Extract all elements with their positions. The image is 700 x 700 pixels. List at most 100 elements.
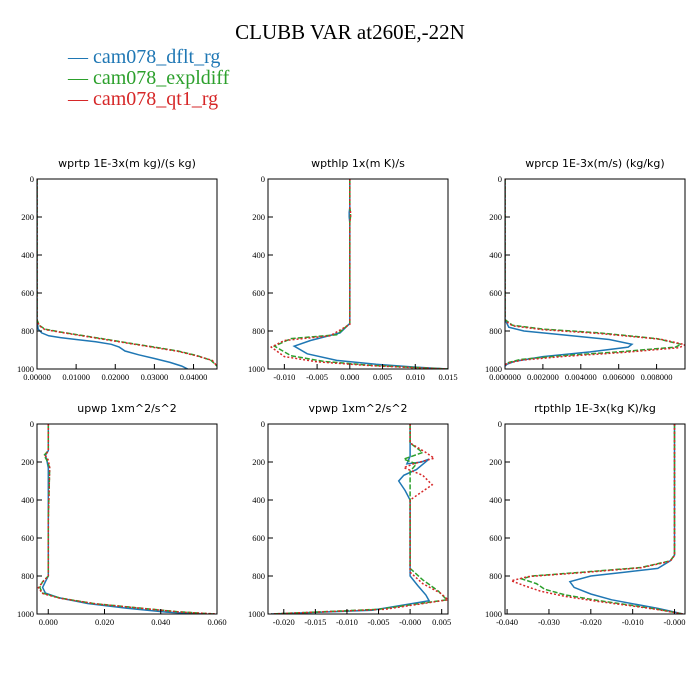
legend-item-expldiff: — cam078_expldiff <box>68 67 229 90</box>
x-tick-label: -0.030 <box>538 617 560 627</box>
legend-item-dflt: — cam078_dflt_rg <box>68 46 220 69</box>
legend-swatch-qt1: — <box>68 88 93 110</box>
y-tick-label: 0 <box>30 174 34 184</box>
x-tick-label: -0.020 <box>580 617 602 627</box>
y-tick-label: 400 <box>21 250 34 260</box>
y-tick-label: 0 <box>498 174 502 184</box>
legend-label-qt1: cam078_qt1_rg <box>93 88 219 110</box>
y-tick-label: 600 <box>489 533 502 543</box>
series-line-qt1 <box>37 179 217 367</box>
x-tick-label: -0.015 <box>304 617 326 627</box>
series-group <box>269 179 448 369</box>
series-line-expldiff <box>271 424 448 614</box>
panel-title: rtpthlp 1E-3x(kg K)/kg <box>534 402 656 415</box>
x-tick-label: 0.01000 <box>62 372 90 382</box>
x-tick-label: 0.00000 <box>23 372 51 382</box>
x-tick-label: 0.008000 <box>641 372 673 382</box>
plot-frame <box>36 423 218 615</box>
series-line-qt1 <box>37 424 217 614</box>
series-line-dflt <box>37 179 189 369</box>
y-tick-label: 1000 <box>248 609 265 619</box>
y-tick-label: 0 <box>261 174 265 184</box>
y-tick-label: 1000 <box>485 364 502 374</box>
series-line-dflt <box>568 424 684 614</box>
legend-swatch-expldiff: — <box>68 67 93 89</box>
panel-2: wpthlp 1x(m K)/s 0 200 400 600 800 1000 -0.010 -… <box>248 157 458 382</box>
x-tick-label: -0.005 <box>368 617 390 627</box>
series-line-qt1 <box>508 424 684 614</box>
x-tick-label: -0.040 <box>496 617 518 627</box>
y-tick-label: 1000 <box>248 364 265 374</box>
plot-frame <box>267 178 449 370</box>
legend-item-qt1: — cam078_qt1_rg <box>68 88 218 111</box>
series-line-qt1 <box>505 179 685 366</box>
y-tick-label: 400 <box>489 250 502 260</box>
y-tick-label: 400 <box>252 495 265 505</box>
plot-frame <box>504 423 686 615</box>
y-tick-label: 1000 <box>17 364 34 374</box>
x-tick-label: 0.000 <box>340 372 359 382</box>
x-tick-label: -0.000 <box>399 617 421 627</box>
y-tick-label: 800 <box>21 571 34 581</box>
y-tick-label: 1000 <box>485 609 502 619</box>
panel-title: upwp 1xm^2/s^2 <box>77 402 177 415</box>
y-tick-label: 0 <box>261 419 265 429</box>
panel-6: rtpthlp 1E-3x(kg K)/kg02004006008001000-… <box>485 402 686 627</box>
figure-title: CLUBB VAR at260E,-22N <box>235 20 465 44</box>
series-group <box>505 179 685 367</box>
x-tick-label: 0.02000 <box>101 372 129 382</box>
x-tick-label: 0.006000 <box>603 372 635 382</box>
y-tick-label: 0 <box>498 419 502 429</box>
panel-4: upwp 1xm^2/s^2 0 200 400 600 800 1000 0.000 0.02… <box>17 402 227 627</box>
legend-label-dflt: cam078_dflt_rg <box>93 46 221 68</box>
y-tick-label: 600 <box>252 533 265 543</box>
series-line-dflt <box>41 424 203 614</box>
x-tick-label: 0.005 <box>373 372 392 382</box>
panel-title: wprcp 1E-3x(m/s) (kg/kg) <box>525 157 664 170</box>
y-tick-label: 800 <box>489 571 502 581</box>
panel-title: wprtp 1E-3x(m kg)/(s kg) <box>58 157 196 170</box>
y-tick-label: 200 <box>252 457 265 467</box>
panel-5: vpwp 1xm^2/s^2 0 200 400 600 800 1000 -0.020 -0.… <box>248 402 451 627</box>
series-line-dflt <box>292 179 448 369</box>
y-tick-label: 400 <box>489 495 502 505</box>
x-tick-label: 0.020 <box>95 617 114 627</box>
y-tick-label: 600 <box>21 288 34 298</box>
panel-1: wprtp 1E-3x(m kg)/(s kg) 0 200 400 600 800 100… <box>17 157 218 382</box>
x-tick-label: 0.000000 <box>489 372 521 382</box>
x-tick-label: 0.060 <box>207 617 226 627</box>
x-tick-label: -0.000 <box>664 617 686 627</box>
plot-frame <box>267 423 449 615</box>
legend-label-expldiff: cam078_expldiff <box>93 67 230 89</box>
panel-3: wprcp 1E-3x(m/s) (kg/kg) 0 200 400 600 800 100… <box>485 157 686 382</box>
y-tick-label: 800 <box>252 571 265 581</box>
series-line-expldiff <box>272 179 448 369</box>
y-tick-label: 600 <box>489 288 502 298</box>
x-tick-label: 0.03000 <box>141 372 169 382</box>
y-tick-label: 600 <box>252 288 265 298</box>
x-tick-label: -0.010 <box>622 617 644 627</box>
panel-title: vpwp 1xm^2/s^2 <box>308 402 407 415</box>
y-tick-label: 200 <box>21 212 34 222</box>
y-tick-label: 400 <box>21 495 34 505</box>
x-tick-label: -0.005 <box>306 372 328 382</box>
y-tick-label: 400 <box>252 250 265 260</box>
series-line-qt1 <box>269 179 448 369</box>
x-tick-label: 0.010 <box>406 372 425 382</box>
y-tick-label: 800 <box>21 326 34 336</box>
series-group <box>37 179 217 369</box>
y-tick-label: 0 <box>30 419 34 429</box>
y-tick-label: 800 <box>252 326 265 336</box>
x-tick-label: 0.005 <box>432 617 451 627</box>
x-tick-label: 0.000 <box>39 617 58 627</box>
y-tick-label: 600 <box>21 533 34 543</box>
series-line-expldiff <box>519 424 684 614</box>
y-tick-label: 1000 <box>17 609 34 619</box>
series-line-expldiff <box>38 424 215 614</box>
x-tick-label: -0.010 <box>336 617 358 627</box>
x-tick-label: -0.010 <box>273 372 295 382</box>
series-group <box>508 424 684 614</box>
plot-frame <box>504 178 686 370</box>
series-line-dflt <box>505 179 634 367</box>
